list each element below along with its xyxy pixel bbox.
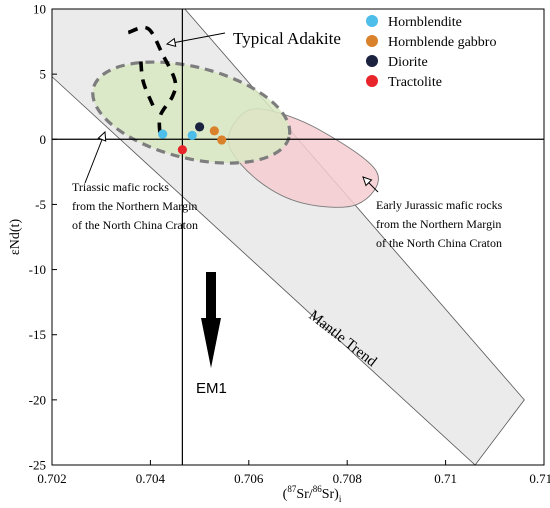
- points-layer: [158, 122, 227, 155]
- x-axis-title-open: (: [283, 487, 288, 502]
- jurassic-arrow-head: [362, 176, 373, 187]
- data-point: [209, 126, 219, 136]
- legend-label: Hornblende gabbro: [388, 35, 496, 50]
- x-axis-title: (87Sr/86Sr)i: [283, 484, 342, 504]
- jurassic-label-line-1: Early Jurassic mafic rocks: [376, 198, 503, 212]
- y-tick-label: -20: [29, 392, 46, 407]
- x-tick-label: 0.706: [234, 471, 264, 486]
- fields-layer: [52, 9, 525, 465]
- triassic-arrow-head: [97, 130, 107, 142]
- adakite-curve: [127, 25, 178, 137]
- y-tick-label: 0: [40, 132, 47, 147]
- triassic-label-line-2: from the Northern Margin: [72, 199, 197, 213]
- plot-frame: [51, 8, 545, 466]
- triassic-arrow: [84, 130, 107, 184]
- legend-marker: [366, 15, 378, 27]
- em1-arrow: [201, 272, 221, 368]
- y-tick-label: -5: [35, 197, 46, 212]
- triassic-field: [91, 60, 292, 165]
- adakite-arrow-shaft: [166, 32, 226, 45]
- y-axis-title: εNd(t): [8, 219, 23, 256]
- legend-label: Diorite: [388, 55, 428, 70]
- x-axis-title-sup1: 87: [287, 484, 297, 494]
- x-tick-label: 0.704: [136, 471, 166, 486]
- legend-marker: [366, 35, 378, 47]
- adakite-curve-left: [138, 54, 155, 107]
- data-point: [187, 130, 197, 140]
- triassic-label-line-1: Triassic mafic rocks: [72, 180, 169, 194]
- x-axis-title-mid: Sr/: [296, 487, 312, 502]
- data-point: [177, 145, 187, 155]
- data-point: [195, 122, 205, 132]
- y-tick-label: 10: [33, 2, 46, 17]
- y-tick-label: -25: [29, 458, 46, 473]
- adakite-arrow: [165, 32, 226, 48]
- jurassic-label-line-2: from the Northern Margin: [376, 217, 501, 231]
- x-tick-label: 0.702: [37, 471, 66, 486]
- adakite-arrow-head: [165, 37, 177, 48]
- legend-marker: [366, 75, 378, 87]
- triassic-label-line-3: of the North China Craton: [72, 218, 198, 232]
- legend-label: Hornblendite: [388, 15, 462, 30]
- data-point: [217, 135, 227, 145]
- x-axis-title-close: Sr): [322, 487, 339, 502]
- axes-layer: 0.702 0.704 0.706 0.708 0.71 0.712 10 5 0 -5 -10 -1…: [29, 2, 550, 487]
- x-axis-title-sup2: 86: [313, 484, 323, 494]
- data-point: [158, 129, 168, 139]
- jurassic-label-line-3: of the North China Craton: [376, 236, 502, 250]
- triassic-arrow-shaft: [84, 131, 106, 184]
- legend: Hornblendite Hornblende gabbro Diorite Trac…: [366, 15, 496, 90]
- x-axis-title-sub: i: [339, 494, 342, 504]
- em1-label: EM1: [196, 380, 227, 397]
- x-tick-label: 0.708: [333, 471, 362, 486]
- jurassic-arrow: [362, 176, 379, 193]
- x-tick-label: 0.71: [434, 471, 457, 486]
- legend-label: Tractolite: [388, 75, 442, 90]
- x-tick-label: 0.712: [529, 471, 550, 486]
- y-tick-label: 5: [40, 67, 47, 82]
- y-tick-label: -10: [29, 262, 46, 277]
- typical-adakite-label: Typical Adakite: [233, 29, 341, 48]
- y-tick-label: -15: [29, 327, 46, 342]
- legend-marker: [366, 55, 378, 67]
